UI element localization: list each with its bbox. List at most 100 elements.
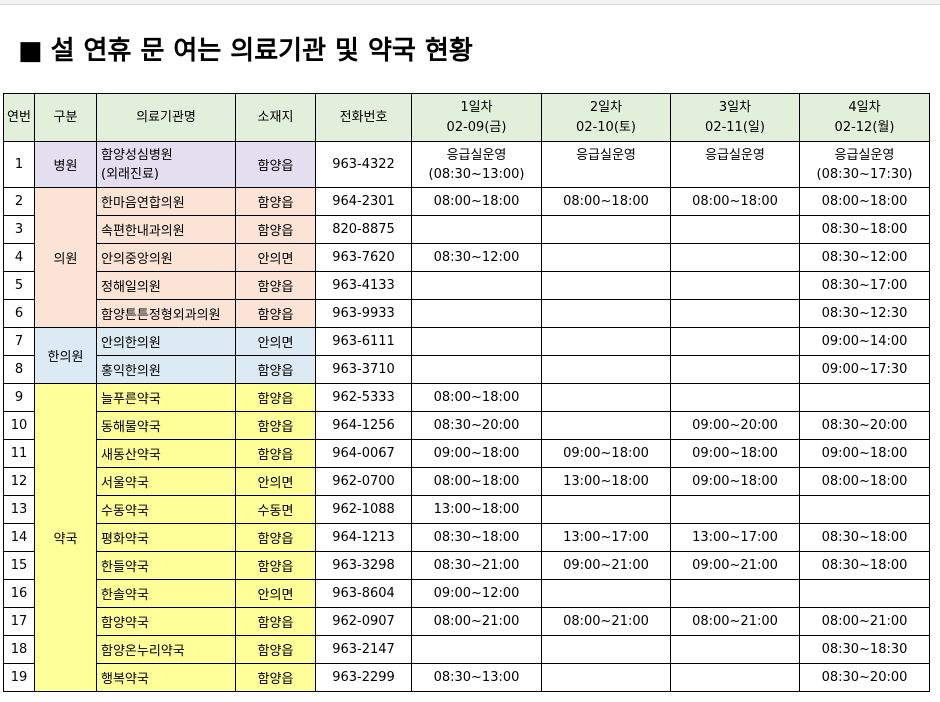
cell-no: 14 [3,523,35,552]
day2-label: 2일차 [589,99,623,115]
cell-name: 수동약국 [96,495,236,524]
cell-day4: 08:30~12:30 [799,299,930,328]
table-row: 8 홍익한의원 함양읍 963-3710 09:00~17:30 [3,355,930,384]
cell-day4: 08:30~20:00 [799,411,930,440]
table-row: 16 한솔약국 안의면 963-8604 09:00~12:00 [3,579,930,608]
cell-day2: 13:00~18:00 [541,467,671,496]
cell-day4: 08:30~18:00 [799,215,930,244]
cell-day4: 08:30~18:30 [799,635,930,664]
table-row: 19 행복약국 함양읍 963-2299 08:30~13:00 08:30~2… [3,663,930,692]
cell-phone: 964-1256 [315,411,412,440]
header-row: 연번 구분 의료기관명 소재지 전화번호 1일차 02-09(금) 2일차 02-1… [3,93,930,142]
cell-day1 [411,635,542,664]
cell-day1: 13:00~18:00 [411,495,542,524]
cell-day4 [799,383,930,412]
cell-day2 [541,663,671,692]
cell-phone: 963-8604 [315,579,412,608]
cell-day1: 08:30~13:00 [411,663,542,692]
table-row: 15 한들약국 함양읍 963-3298 08:30~21:00 09:00~2… [3,551,930,580]
cell-phone: 964-0067 [315,439,412,468]
cell-location: 수동면 [235,495,316,524]
cell-day2 [541,327,671,356]
cell-phone: 963-2147 [315,635,412,664]
cell-location: 함양읍 [235,523,316,552]
table-row: 4 안의중앙의원 안의면 963-7620 08:30~12:00 08:30~… [3,243,930,272]
cell-day1 [411,271,542,300]
cell-day2: 13:00~17:00 [541,523,671,552]
cell-day2 [541,299,671,328]
table-row: 3 속편한내과의원 함양읍 820-8875 08:30~18:00 [3,215,930,244]
cell-day4: 08:30~17:00 [799,271,930,300]
day3-label: 3일차 [718,99,752,115]
cell-location: 안의면 [235,243,316,272]
cell-day3: 09:00~20:00 [670,411,800,440]
day1-hours: (08:30~13:00) [428,167,525,182]
cell-day2 [541,215,671,244]
cell-day2 [541,355,671,384]
cell-location: 안의면 [235,467,316,496]
cell-day4: 09:00~17:30 [799,355,930,384]
cell-phone: 964-2301 [315,187,412,216]
cell-day3 [670,355,800,384]
cell-phone: 820-8875 [315,215,412,244]
col-header-day2: 2일차 02-10(토) [541,93,671,142]
cell-no: 15 [3,551,35,580]
table-row: 9 약국 늘푸른약국 함양읍 962-5333 08:00~18:00 [3,383,930,692]
day4-date: 02-12(월) [834,119,895,135]
cell-day3 [670,383,800,412]
cell-day1: 09:00~18:00 [411,439,542,468]
cell-day1 [411,355,542,384]
cell-day1: 09:00~12:00 [411,579,542,608]
cell-no: 6 [3,299,35,328]
cell-location: 함양읍 [235,439,316,468]
cell-day3 [670,579,800,608]
cell-day2: 08:00~21:00 [541,607,671,636]
cell-phone: 964-1213 [315,523,412,552]
cell-location: 함양읍 [235,299,316,328]
cell-day2 [541,383,671,412]
page-title: ■ 설 연휴 문 여는 의료기관 및 약국 현황 [18,30,473,67]
cell-location: 함양읍 [235,271,316,300]
group-hospital: 병원 [34,141,97,188]
cell-day3 [670,495,800,524]
cell-no: 11 [3,439,35,468]
cell-day2: 08:00~18:00 [541,187,671,216]
cell-day2 [541,635,671,664]
cell-location: 안의면 [235,327,316,356]
cell-day4: 08:00~21:00 [799,607,930,636]
cell-location: 함양읍 [235,411,316,440]
cell-no: 2 [3,187,35,216]
cell-name: 함양튼튼정형외과의원 [96,299,236,328]
cell-day3: 08:00~21:00 [670,607,800,636]
cell-name: 동해물약국 [96,411,236,440]
cell-phone: 963-4133 [315,271,412,300]
cell-day3 [670,635,800,664]
cell-name: 홍익한의원 [96,355,236,384]
cell-day1 [411,299,542,328]
cell-location: 안의면 [235,579,316,608]
cell-phone: 962-0907 [315,607,412,636]
cell-day3: 13:00~17:00 [670,523,800,552]
day4-status: 응급실운영 [834,148,895,163]
cell-phone: 963-3298 [315,551,412,580]
cell-name: 서울약국 [96,467,236,496]
cell-day3 [670,327,800,356]
facility-name: 함양성심병원 [101,147,173,163]
cell-name: 함양성심병원 (외래진료) [96,141,236,188]
col-header-name: 의료기관명 [96,93,236,142]
cell-day4: 08:00~18:00 [799,187,930,216]
title-square-icon: ■ [18,36,43,66]
cell-location: 함양읍 [235,215,316,244]
cell-day4: 08:30~18:00 [799,523,930,552]
cell-day1: 08:30~20:00 [411,411,542,440]
col-header-day4: 4일차 02-12(월) [799,93,930,142]
table-row: 13 수동약국 수동면 962-1088 13:00~18:00 [3,495,930,524]
cell-day3: 08:00~18:00 [670,187,800,216]
cell-no: 16 [3,579,35,608]
col-header-location: 소재지 [235,93,316,142]
cell-day1: 08:00~21:00 [411,607,542,636]
table-row: 5 정해일의원 함양읍 963-4133 08:30~17:00 [3,271,930,300]
cell-day3 [670,299,800,328]
cell-no: 5 [3,271,35,300]
cell-location: 함양읍 [235,551,316,580]
